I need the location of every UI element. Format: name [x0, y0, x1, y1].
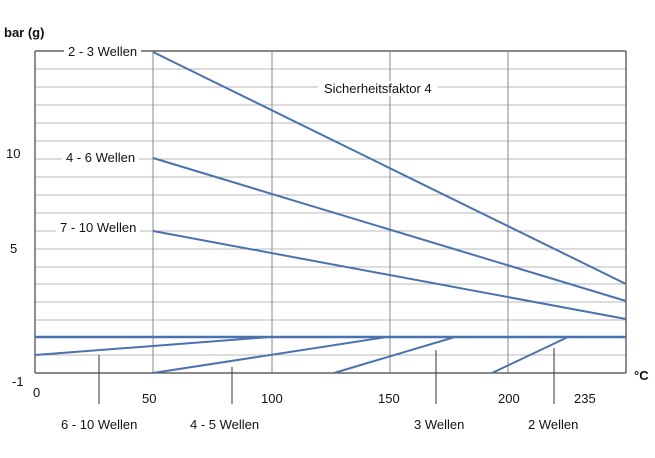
- series-label-6-10-wellen: 6 - 10 Wellen: [61, 417, 138, 432]
- line-3-wellen: [333, 336, 456, 374]
- x-tick-235: 235: [574, 391, 596, 406]
- series-label-7-10-wellen: 7 - 10 Wellen: [56, 220, 141, 235]
- x-tick-0: 0: [33, 385, 41, 400]
- series-label-2-3-wellen: 2 - 3 Wellen: [64, 44, 142, 59]
- line-6-10-wellen: [34, 336, 271, 356]
- series-label-4-6-wellen: 4 - 6 Wellen: [62, 150, 140, 165]
- line-4-6-wellen: [152, 157, 627, 302]
- series-label-4-5-wellen: 4 - 5 Wellen: [190, 417, 260, 432]
- x-tick-150: 150: [378, 391, 400, 406]
- safety-factor-annotation: Sicherheitsfaktor 4: [318, 81, 438, 96]
- line-2-3-wellen: [152, 51, 627, 285]
- y-tick-5: 5: [10, 241, 18, 256]
- line-2-wellen: [491, 336, 569, 374]
- leader-ticks: [98, 348, 555, 404]
- series-label-2-wellen: 2 Wellen: [528, 417, 579, 432]
- vacuum-lines: [34, 335, 626, 374]
- line-7-10-wellen: [152, 230, 627, 320]
- x-axis-unit: °C: [634, 368, 649, 383]
- vertical-gridlines: [152, 52, 509, 373]
- y-tick-10: 10: [6, 146, 21, 161]
- series-label-3-wellen: 3 Wellen: [414, 417, 465, 432]
- pressure-lines: [152, 51, 627, 320]
- x-tick-100: 100: [261, 391, 283, 406]
- x-tick-50: 50: [142, 391, 157, 406]
- x-tick-200: 200: [498, 391, 520, 406]
- line-4-5-wellen: [152, 336, 388, 374]
- y-axis-label: bar (g): [4, 25, 45, 40]
- y-tick-minus1: -1: [12, 374, 24, 389]
